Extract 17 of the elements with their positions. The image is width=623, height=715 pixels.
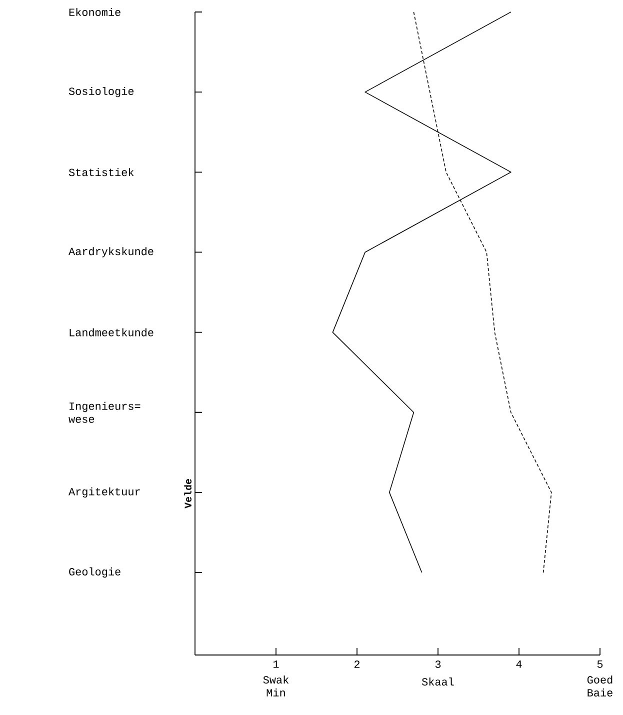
y-tick-label: Geologie [69,567,120,578]
y-tick-label: Landmeetkunde [70,328,154,336]
text: Goed Baie [587,676,612,697]
y-tick-label: Argitektuur [68,487,140,498]
x-tick-label: 2 [354,660,360,668]
y-axis-title: Velde [184,479,192,508]
y-tick-label: Aardrykskunde [68,247,154,258]
y-tick-label: Statistiek [68,168,134,176]
x-tick-label: 5 [597,660,603,668]
x-tick-label: 1 [274,660,279,668]
y-tick-label: Ingenieurs= wese [68,402,140,423]
x-tick-label: 3 [435,660,441,668]
x-axis-title: Skaal [422,678,454,686]
text: Swak Min [263,676,289,696]
x-tick-label: 4 [516,660,522,668]
y-tick-label: Ekonomie [69,8,120,16]
y-tick-label: Sosiologie [68,86,134,98]
